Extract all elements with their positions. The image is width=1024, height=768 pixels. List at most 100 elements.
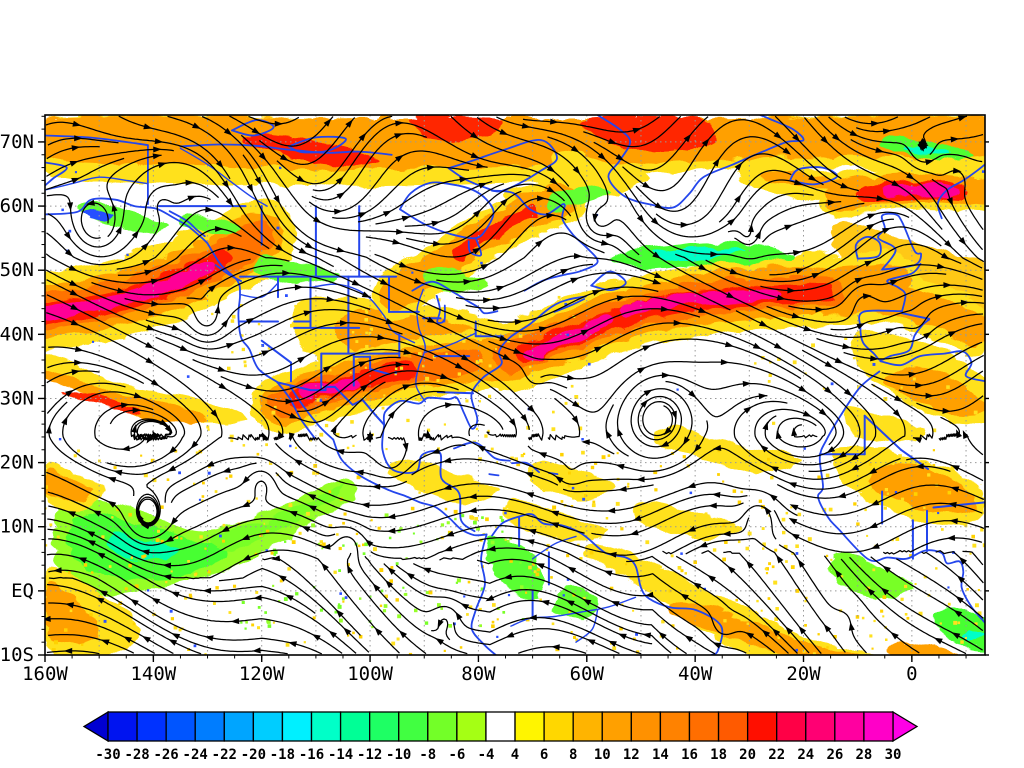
lon-tick-label: 60W [570, 663, 605, 685]
coastline [382, 295, 587, 430]
shading-blob [45, 115, 985, 168]
colorbar-tick-label: -20 [241, 747, 266, 763]
lat-tick-label: 10N [0, 516, 34, 538]
colorbar-tick-label: 4 [511, 747, 519, 763]
colorbar-cell [369, 711, 400, 742]
colorbar-tick-label: -28 [124, 747, 149, 763]
river [575, 609, 599, 643]
colorbar-cell [746, 711, 778, 742]
colorbar-cell [281, 711, 313, 742]
coastline [877, 212, 922, 271]
river [45, 176, 149, 191]
colorbar-tick-label: -22 [212, 747, 237, 763]
shading-blob [579, 542, 881, 655]
coastline [206, 242, 278, 383]
coastline [411, 280, 499, 315]
coastline [276, 380, 316, 440]
lat-tick-label: 60N [0, 195, 34, 217]
lon-tick-label: 40W [678, 663, 713, 685]
colorbar-cell [659, 711, 691, 742]
coastline [435, 295, 446, 324]
colorbar-cell [485, 711, 516, 742]
coastline [854, 235, 882, 260]
jet-band [819, 273, 985, 344]
lat-tick-label: 10S [0, 644, 34, 666]
colorbar-cell [339, 711, 371, 742]
jet-band [449, 202, 535, 259]
coastline [231, 119, 275, 137]
colorbar-tick-label: -16 [299, 747, 324, 763]
colorbar-cell [107, 711, 138, 742]
colorbar-cell [863, 711, 894, 742]
colorbar-cell [717, 711, 749, 742]
colorbar-cell [805, 711, 836, 742]
colorbar-tick-label: 10 [594, 747, 611, 763]
shading-blob [205, 483, 341, 548]
colorbar-cell [688, 711, 720, 742]
coastline [511, 461, 540, 474]
lon-tick-label: 160W [22, 663, 68, 685]
colorbar-tick-label: 30 [885, 747, 902, 763]
colorbar-tick-label: 14 [652, 747, 669, 763]
political-border [863, 414, 902, 451]
political-border [276, 381, 386, 426]
shading-blob [483, 531, 542, 597]
colorbar-tick-label: 12 [623, 747, 640, 763]
lon-tick-label: 80W [461, 663, 496, 685]
map-plot-area [45, 115, 985, 655]
colorbar-tick-label: -30 [95, 747, 120, 763]
lat-tick-label: 50N [0, 259, 34, 281]
political-border [901, 312, 931, 320]
lon-tick-label: 100W [347, 663, 393, 685]
coastline [789, 166, 839, 186]
coastline [491, 189, 599, 292]
shading-blob [386, 456, 495, 502]
shading-blob [650, 245, 742, 258]
colorbar-tick-label: -18 [270, 747, 295, 763]
colorbar-cell [630, 711, 662, 742]
colorbar-cell [252, 711, 284, 742]
colorbar-tick-label: 16 [681, 747, 698, 763]
coastline [488, 473, 500, 477]
lat-tick-label: 20N [0, 452, 34, 474]
river [415, 288, 426, 403]
lon-tick-label: 140W [130, 663, 176, 685]
colorbar-cell [834, 711, 865, 742]
river [239, 282, 279, 299]
colorbar-tick-label: -12 [357, 747, 382, 763]
colorbar-cell [601, 711, 632, 742]
colorbar-tick-label: 18 [710, 747, 727, 763]
river [424, 332, 477, 353]
shading-blob [45, 350, 243, 422]
shading-blob [405, 115, 500, 139]
political-border [352, 355, 390, 376]
coastline [858, 309, 931, 361]
lat-tick-label: 40N [0, 323, 34, 345]
colorbar-cell [310, 711, 342, 742]
jet-band [45, 257, 212, 317]
coastline [491, 513, 724, 655]
jet-band [296, 374, 357, 399]
coastline [553, 298, 585, 313]
colorbar-cell [572, 711, 603, 742]
river [309, 283, 416, 344]
colorbar-cell [398, 711, 429, 742]
colorbar-tick-label: -4 [478, 747, 495, 763]
coastline [399, 181, 495, 240]
jet-band [879, 181, 956, 195]
lat-tick-label: 70N [0, 131, 34, 153]
streamline-arrows [45, 115, 970, 654]
colorbar-cell [543, 711, 574, 742]
shading-blob [665, 600, 869, 655]
shading-blob [957, 626, 983, 640]
coastline [467, 237, 483, 257]
lat-tick-label: 30N [0, 387, 34, 409]
shading-blob [238, 130, 376, 164]
colorbar-tick-label: 26 [826, 747, 843, 763]
colorbar-tick-label: -10 [386, 747, 411, 763]
colorbar-tick-label: 8 [569, 747, 577, 763]
colorbar-cell [514, 711, 545, 742]
